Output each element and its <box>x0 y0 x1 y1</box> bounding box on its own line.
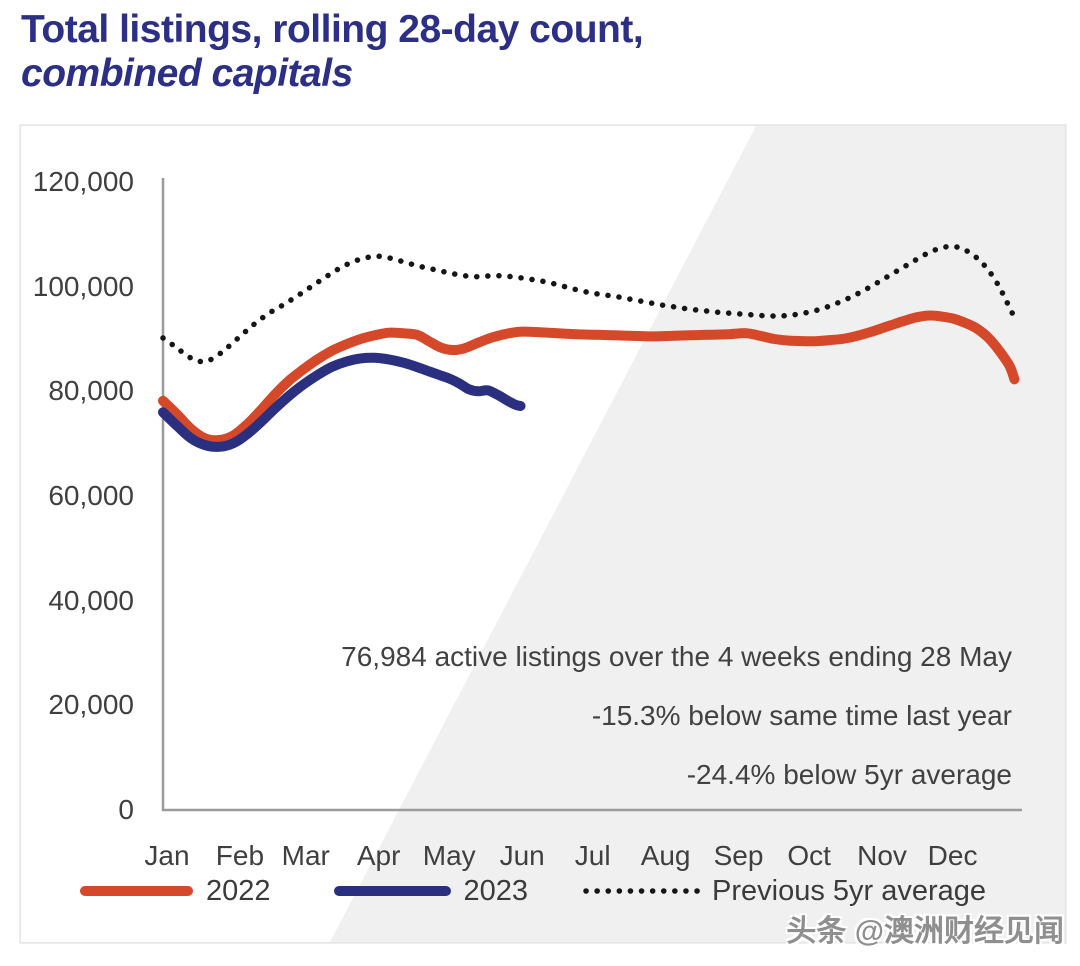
y-axis-tick-label: 80,000 <box>48 375 134 407</box>
x-axis-month-label: Mar <box>281 840 330 871</box>
y-axis-tick-label: 60,000 <box>48 480 134 511</box>
x-axis-month-label: Dec <box>927 840 978 871</box>
y-axis-tick-label: 40,000 <box>48 584 134 616</box>
x-axis-month-label: Aug <box>640 840 691 871</box>
x-axis-month-label: Sep <box>713 840 764 871</box>
axis-lines <box>161 178 1022 812</box>
legend-label-5yr-average: Previous 5yr average <box>712 875 987 907</box>
series-line-2022 <box>158 310 1020 446</box>
annotation-active-listings: 76,984 active listings over the 4 weeks … <box>341 641 1012 672</box>
x-axis-month-label: Jan <box>144 840 190 871</box>
annotation-vs-5yr-average: -24.4% below 5yr average <box>686 759 1012 790</box>
page-title-line1: Total listings, rolling 28-day count, <box>21 8 644 51</box>
series-line-2023 <box>158 352 526 452</box>
x-axis-month-label: Jun <box>499 840 545 871</box>
watermark-text: 头条 @澳洲财经见闻 <box>786 915 1064 948</box>
page-title: Total listings, rolling 28-day count, co… <box>21 8 644 96</box>
legend-swatch-2023 <box>333 886 451 896</box>
x-axis-month-label: Apr <box>356 840 401 871</box>
annotation-vs-last-year: -15.3% below same time last year <box>591 700 1012 731</box>
y-axis-tick-label: 120,000 <box>32 166 134 197</box>
series-line-5yr-average <box>160 243 1020 365</box>
legend-label-2023: 2023 <box>463 875 529 907</box>
y-axis-tick-label: 0 <box>118 794 134 825</box>
x-axis-month-label: Feb <box>215 840 265 871</box>
legend-label-2022: 2022 <box>206 875 271 907</box>
x-axis-month-label: May <box>422 840 476 871</box>
page-title-line2: combined capitals <box>21 52 353 96</box>
x-axis-month-label: Jul <box>574 840 611 871</box>
y-axis-tick-label: 20,000 <box>48 689 134 721</box>
legend-swatch-5yr-average-dotted <box>583 888 701 894</box>
chart-annotation: 76,984 active listings over the 4 weeks … <box>341 642 1012 790</box>
x-axis-month-label: Nov <box>857 840 907 871</box>
chart-legend: 2022 2023 Previous 5yr average <box>80 876 986 906</box>
y-axis-tick-label: 100,000 <box>32 270 134 302</box>
legend-swatch-2022 <box>80 886 193 896</box>
x-axis-month-label: Oct <box>787 840 831 871</box>
